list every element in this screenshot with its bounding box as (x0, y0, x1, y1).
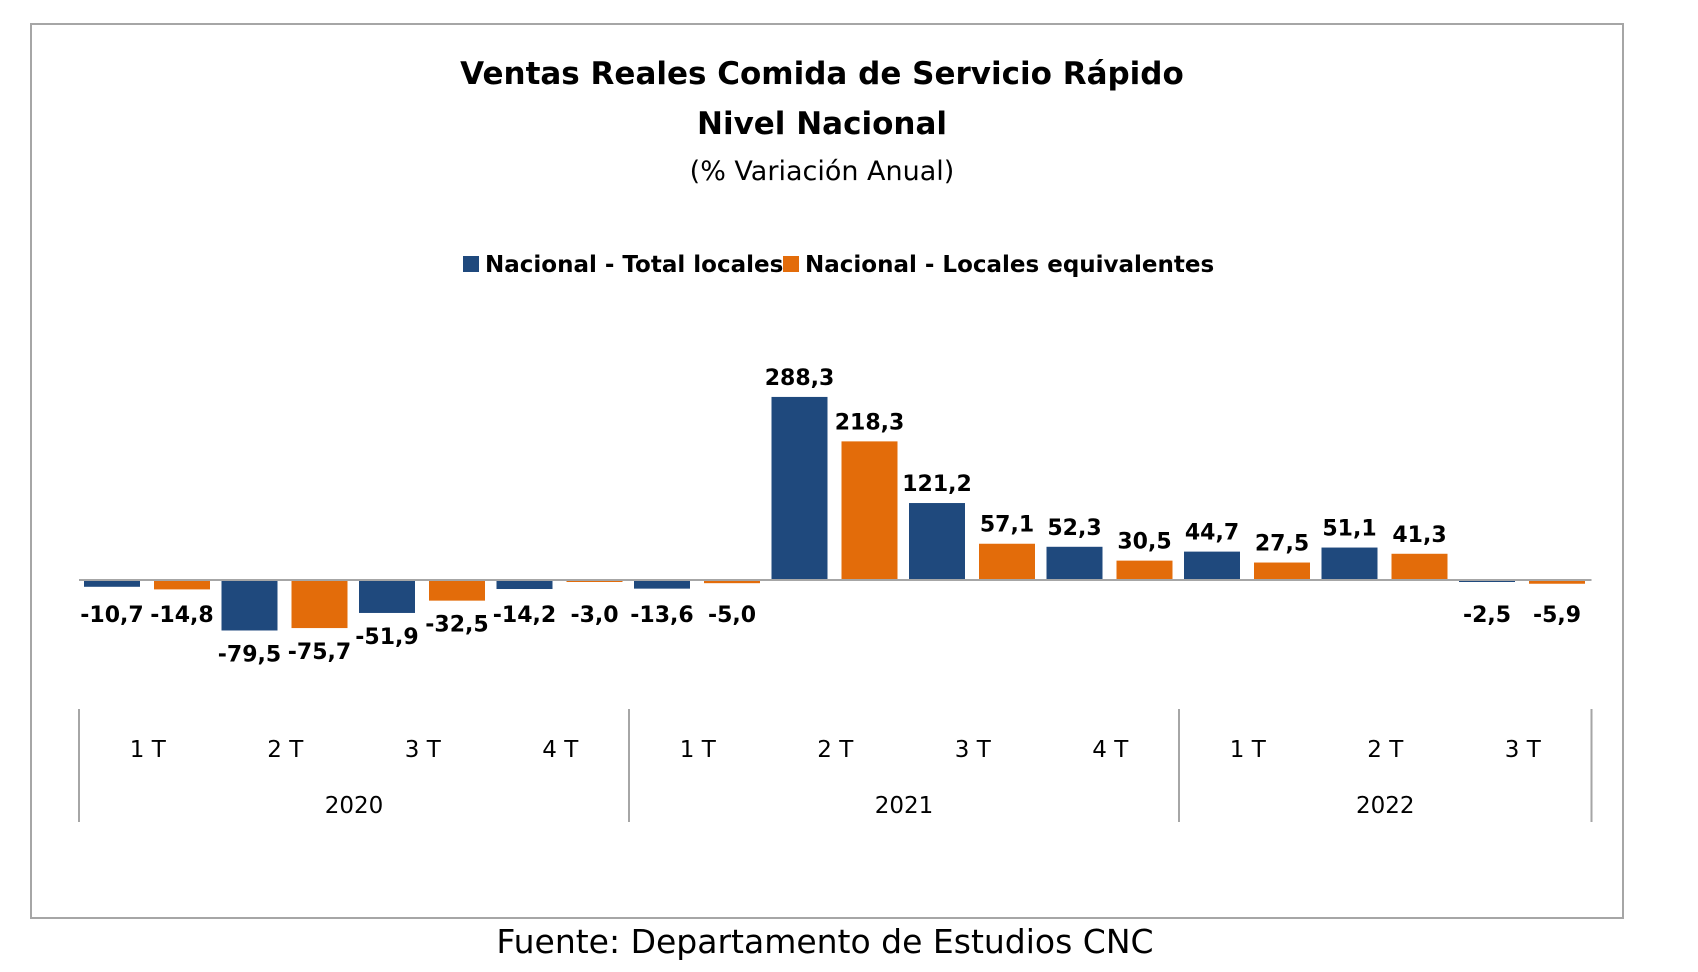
bar-equivalentes (841, 441, 898, 580)
category-tick-label: 3 T (405, 737, 442, 763)
chart-title-line2: Nivel Nacional (697, 106, 947, 142)
data-label-equivalentes: -14,8 (150, 603, 213, 628)
data-label-equivalentes: 30,5 (1117, 530, 1171, 555)
data-label-total: 288,3 (765, 366, 835, 391)
category-tick-label: 1 T (680, 737, 717, 763)
data-label-equivalentes: -3,0 (570, 603, 618, 628)
bar-total (1046, 546, 1103, 580)
category-tick-label: 2 T (817, 737, 854, 763)
data-label-equivalentes: 57,1 (980, 513, 1034, 538)
data-label-equivalentes: -5,0 (708, 603, 756, 628)
legend: Nacional - Total locales Nacional - Loca… (463, 252, 1214, 278)
data-label-total: 44,7 (1185, 521, 1239, 546)
bar-equivalentes (291, 580, 348, 629)
bar-equivalentes (1116, 560, 1173, 580)
data-label-equivalentes: 27,5 (1255, 532, 1309, 557)
data-label-total: -2,5 (1463, 603, 1511, 628)
data-label-equivalentes: -75,7 (288, 640, 351, 665)
category-tick-label: 2 T (267, 737, 304, 763)
category-tick-label: 1 T (1230, 737, 1267, 763)
bar-equivalentes (704, 580, 760, 584)
chart-frame (30, 23, 1624, 919)
legend-swatch-total (463, 256, 479, 272)
bar-total (84, 580, 140, 587)
bar-equivalentes (154, 580, 210, 590)
plot-area: -10,7 -79,5 -51,9 -14,2 -13,6 288,3 121,2 52,3 4… (78, 366, 1593, 822)
category-tick-label: 1 T (130, 737, 167, 763)
bar-equivalentes (1529, 580, 1585, 584)
bar-total (771, 396, 828, 580)
category-tick-label: 4 T (1092, 737, 1129, 763)
category-tick-label: 3 T (955, 737, 992, 763)
data-label-total: 52,3 (1047, 516, 1101, 541)
data-label-total: 121,2 (902, 472, 972, 497)
category-tick-label: 3 T (1505, 737, 1542, 763)
bar-total (1184, 551, 1240, 580)
bar-total (359, 580, 415, 613)
bar-equivalentes (979, 543, 1035, 580)
bar-equivalentes (1254, 562, 1310, 580)
legend-swatch-equivalentes (783, 256, 799, 272)
data-label-equivalentes: 218,3 (835, 410, 905, 435)
bar-total (634, 580, 690, 589)
year-group-label: 2022 (1356, 793, 1415, 819)
data-label-total: -13,6 (630, 603, 693, 628)
bar-total (909, 503, 965, 580)
data-label-equivalentes: 41,3 (1392, 523, 1446, 548)
year-group-label: 2020 (325, 793, 384, 819)
source-note: Fuente: Departamento de Estudios CNC (496, 922, 1154, 961)
data-label-total: 51,1 (1322, 517, 1376, 542)
year-group-label: 2021 (875, 793, 934, 819)
data-label-total: -14,2 (493, 603, 556, 628)
bar-equivalentes (429, 580, 485, 601)
chart-title: Ventas Reales Comida de Servicio Rápido (460, 56, 1184, 92)
legend-label-equivalentes: Nacional - Locales equivalentes (805, 252, 1214, 278)
data-label-total: -79,5 (218, 642, 281, 667)
chart-subtitle: (% Variación Anual) (690, 156, 955, 187)
category-tick-label: 4 T (542, 737, 579, 763)
bar-equivalentes (1391, 553, 1448, 580)
category-tick-label: 2 T (1367, 737, 1404, 763)
bar-total (1321, 547, 1378, 580)
data-label-total: -10,7 (80, 603, 143, 628)
bar-total (496, 580, 553, 590)
data-label-total: -51,9 (355, 625, 418, 650)
bar-total (221, 580, 278, 631)
legend-label-total: Nacional - Total locales (485, 252, 783, 278)
data-label-equivalentes: -32,5 (425, 613, 488, 638)
data-label-equivalentes: -5,9 (1533, 603, 1581, 628)
